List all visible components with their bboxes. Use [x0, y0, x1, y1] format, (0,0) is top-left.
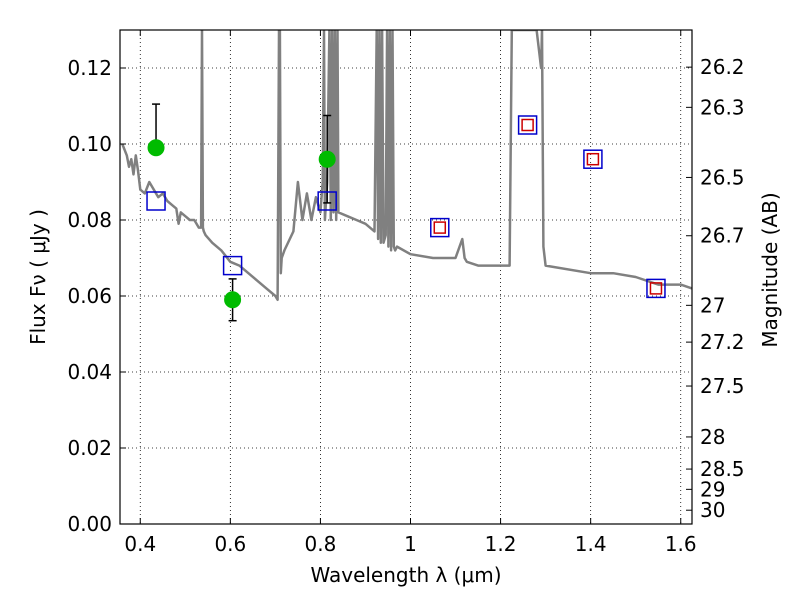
- magnitude-tick-label: 26.2: [700, 55, 745, 79]
- x-tick-label: 0.8: [305, 532, 337, 556]
- axis-ticks: 0.4 0.6 0.8 1 1.2 1.4 1.6 0.00 0.02 0.04 0.06 0.08 0…: [67, 30, 745, 556]
- observed-point: [318, 150, 336, 168]
- sed-model-line: [121, 30, 692, 302]
- magnitude-axis-label: Magnitude (AB): [758, 192, 782, 347]
- y-tick-label: 0.06: [67, 284, 112, 308]
- magnitude-tick-label: 26.3: [700, 95, 745, 119]
- model-square: [517, 115, 538, 135]
- model-square-inner: [433, 221, 447, 234]
- magnitude-tick-label: 28: [700, 425, 725, 449]
- x-tick-label: 1.6: [665, 532, 697, 556]
- model-square: [317, 191, 337, 211]
- magnitude-tick-label: 28.5: [700, 457, 745, 481]
- model-square: [146, 191, 166, 211]
- x-tick-label: 1: [404, 532, 417, 556]
- magnitude-tick-label: 27.2: [700, 330, 745, 354]
- x-tick-label: 0.6: [214, 532, 246, 556]
- model-square-inner: [649, 282, 663, 295]
- grid-lines: [120, 30, 692, 524]
- observed-point: [224, 291, 242, 309]
- x-tick-label: 1.2: [485, 532, 517, 556]
- observed-point: [147, 139, 165, 157]
- magnitude-tick-label: 26.7: [700, 224, 745, 248]
- model-square-inner: [586, 152, 600, 166]
- y-tick-label: 0.10: [67, 132, 112, 156]
- y-tick-label: 0.02: [67, 436, 112, 460]
- x-tick-label: 0.4: [124, 532, 156, 556]
- y-tick-label: 0.12: [67, 56, 112, 80]
- y-tick-label: 0.08: [67, 208, 112, 232]
- x-axis-label: Wavelength λ (μm): [310, 563, 501, 587]
- plot-series: [121, 30, 692, 322]
- model-square: [222, 255, 243, 276]
- model-square: [430, 217, 450, 238]
- y-axis-label: Flux Fν ( μJy ): [26, 209, 50, 345]
- magnitude-tick-label: 27: [700, 293, 725, 317]
- model-square: [583, 149, 603, 169]
- model-square-inner: [521, 118, 534, 132]
- magnitude-tick-label: 26.5: [700, 165, 745, 189]
- plot-frame: [119, 29, 693, 525]
- y-tick-label: 0.00: [67, 512, 112, 536]
- y-tick-label: 0.04: [67, 360, 112, 384]
- magnitude-tick-label: 29: [700, 477, 725, 501]
- magnitude-tick-label: 27.5: [700, 374, 745, 398]
- magnitude-tick-label: 30: [700, 498, 725, 522]
- x-tick-label: 1.4: [575, 532, 607, 556]
- model-square: [646, 278, 666, 299]
